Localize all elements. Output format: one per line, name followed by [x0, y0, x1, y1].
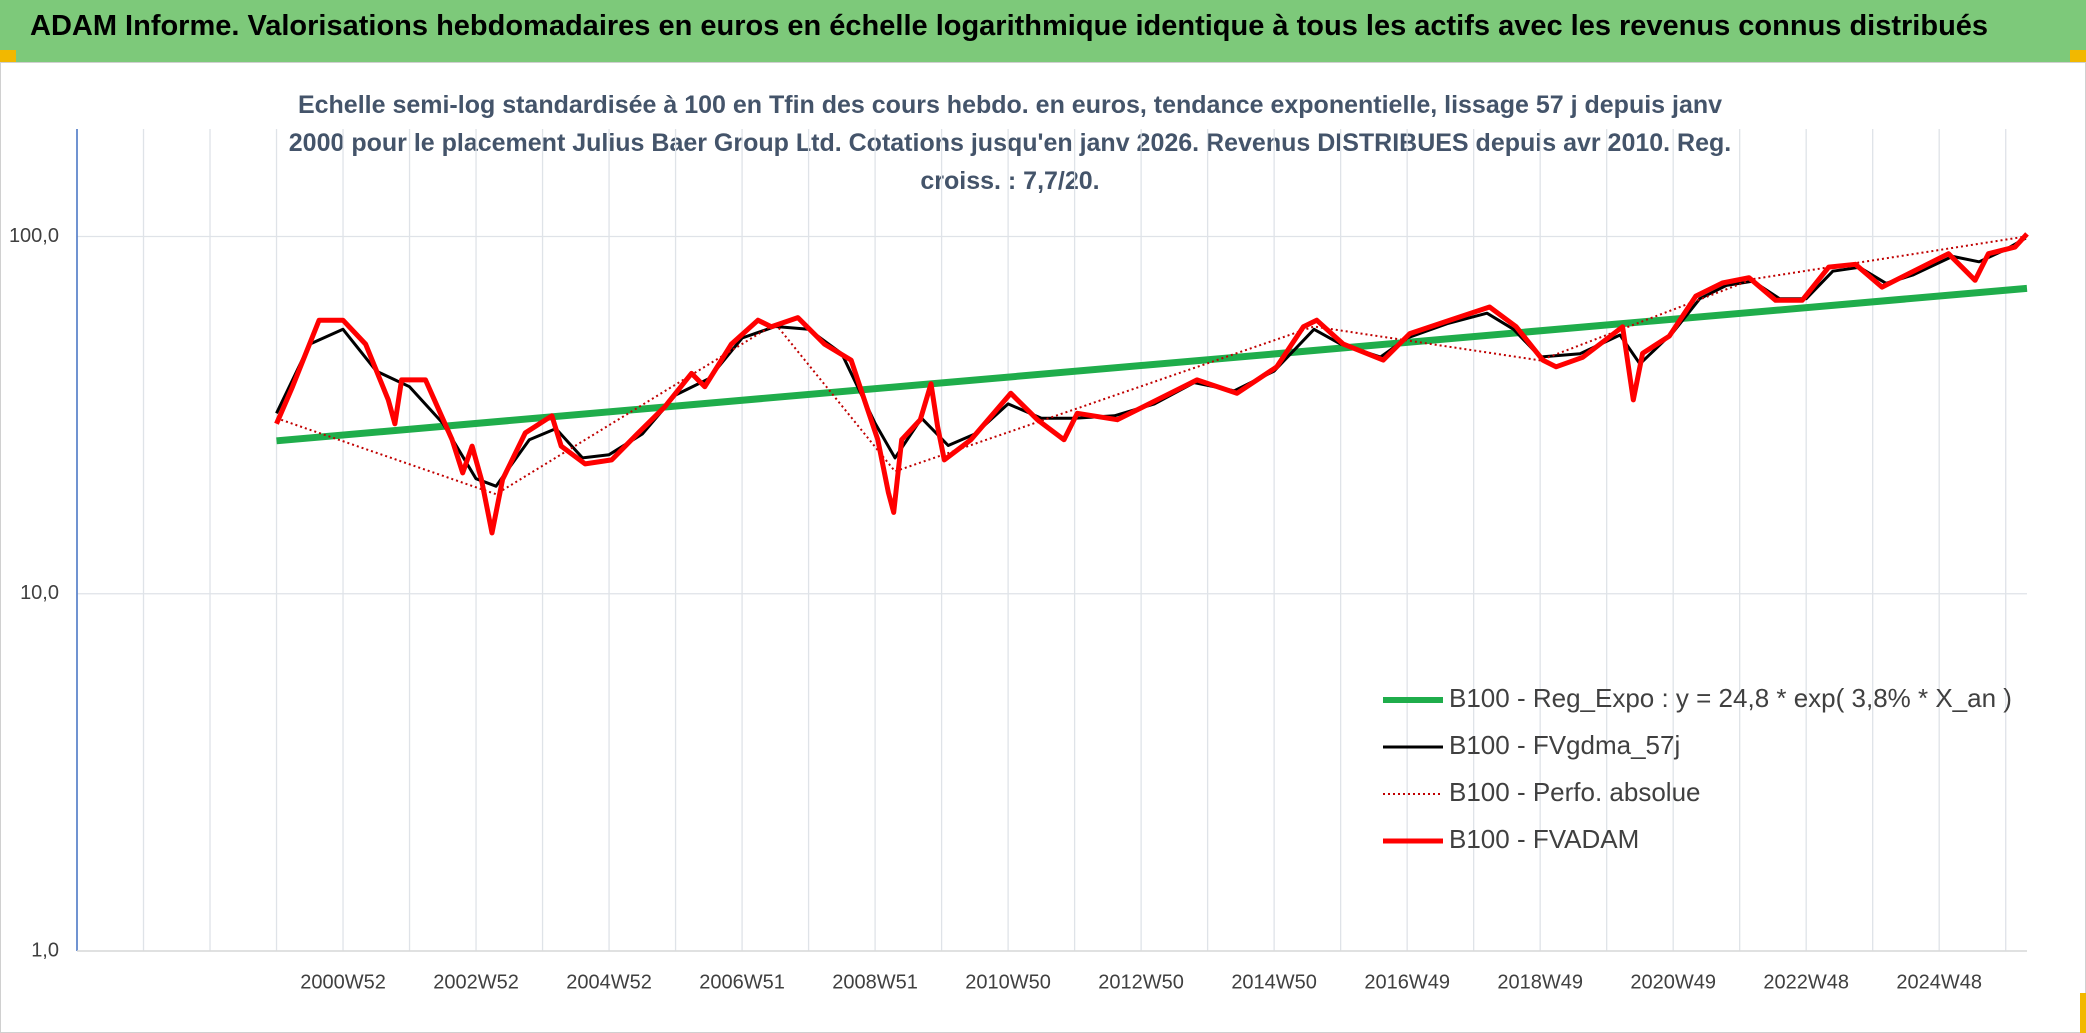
legend-label: B100 - Perfo. absolue — [1449, 777, 1701, 807]
x-tick-label: 2016W49 — [1364, 971, 1450, 993]
legend-label: B100 - FVADAM — [1449, 824, 1639, 854]
corner-mark — [2080, 993, 2086, 1033]
y-tick-label: 100,0 — [9, 225, 59, 247]
x-tick-label: 2014W50 — [1231, 971, 1317, 993]
x-tick-label: 2002W52 — [433, 971, 519, 993]
corner-mark — [0, 50, 16, 62]
header-title: ADAM Informe. Valorisations hebdomadaire… — [30, 10, 1989, 42]
series-line — [276, 235, 2026, 496]
x-tick-label: 2004W52 — [566, 971, 652, 993]
x-tick-label: 2018W49 — [1497, 971, 1583, 993]
legend-label: B100 - Reg_Expo : y = 24,8 * exp( 3,8% *… — [1449, 683, 2012, 713]
x-tick-label: 2022W48 — [1763, 971, 1849, 993]
x-tick-label: 2008W51 — [832, 971, 918, 993]
series-line — [276, 284, 2028, 445]
y-tick-label: 10,0 — [20, 582, 59, 604]
x-tick-label: 2024W48 — [1896, 971, 1982, 993]
x-tick-label: 2010W50 — [965, 971, 1051, 993]
corner-mark — [2070, 50, 2086, 62]
header-bar: ADAM Informe. Valorisations hebdomadaire… — [0, 0, 2086, 62]
x-tick-label: 2020W49 — [1630, 971, 1716, 993]
x-tick-label: 2006W51 — [699, 971, 785, 993]
y-tick-label: 1,0 — [31, 939, 59, 961]
chart-subtitle: Echelle semi-log standardisée à 100 en T… — [288, 91, 1732, 195]
x-tick-label: 2000W52 — [300, 971, 386, 993]
series-line — [274, 232, 2029, 536]
x-tick-label: 2012W50 — [1098, 971, 1184, 993]
legend-label: B100 - FVgdma_57j — [1449, 730, 1680, 760]
